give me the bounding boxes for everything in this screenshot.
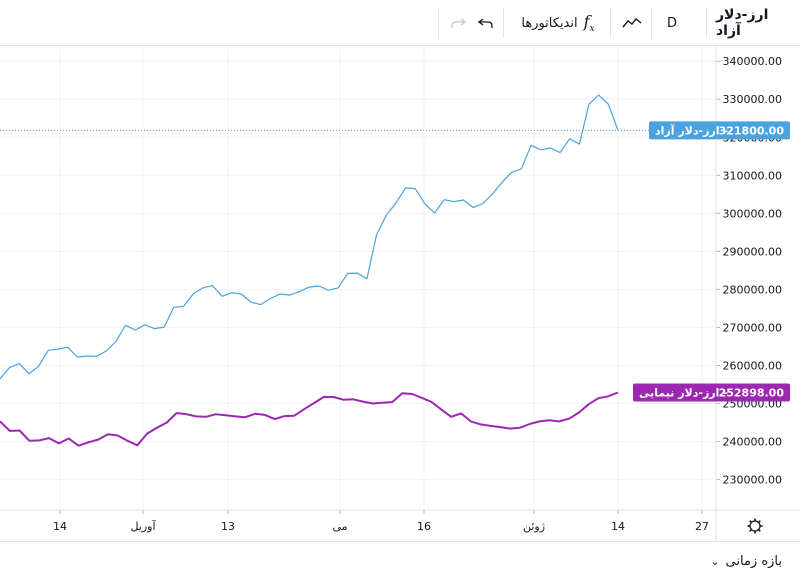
x-tick-label: آوریل [130,519,156,533]
y-tick-label: 230000.00 [723,474,783,487]
series-name-label: ارز-دلار آزاد - [655,123,728,137]
divider [610,8,611,38]
y-tick-label: 310000.00 [723,169,783,182]
y-tick-label: 300000.00 [723,207,783,220]
line-chart-icon [622,18,642,28]
chart-area[interactable]: 230000.00 240000.00 250000.00 260000.00 2700… [0,46,800,541]
divider [503,8,504,38]
chart-toolbar: ارز-دلار آزاد D اندیکاتورها fx [0,0,800,46]
y-tick-label: 270000.00 [723,321,783,334]
series-line-nima-dollar [0,391,619,447]
x-tick-label: 14 [53,520,67,533]
x-tick-label: 13 [221,520,235,533]
gear-icon[interactable] [749,520,761,532]
series-line-free-dollar [0,94,619,380]
y-tick-label: 240000.00 [723,436,783,449]
indicators-label: اندیکاتورها [521,15,578,31]
last-value-label: 252898.00 [719,386,785,399]
series-name-label: ارز-دلار نیمایی - [639,386,728,399]
x-tick-label: 14 [611,520,625,533]
undo-icon [478,18,493,28]
time-range-selector[interactable]: ⌄ بازه زمانی [710,542,782,580]
y-tick-label: 260000.00 [723,359,783,372]
interval-button[interactable]: D [666,15,677,31]
redo-icon [451,18,466,28]
x-tick-label: 27 [695,520,709,533]
x-tick-label: می [332,520,347,533]
gear-tooth [757,528,761,532]
function-fx-icon: fx [583,11,595,35]
symbol-title[interactable]: ارز-دلار آزاد [716,7,769,39]
gear-tooth [757,520,761,524]
divider [651,8,652,38]
indicators-button[interactable]: اندیکاتورها fx [512,0,604,46]
last-value-badge [633,383,790,402]
gear-tooth [749,520,753,524]
y-tick-label: 330000.00 [723,93,783,106]
y-tick-label: 280000.00 [723,283,783,296]
y-tick-label: 340000.00 [723,55,783,68]
gear-tooth [749,528,753,532]
divider [438,8,439,38]
time-range-label: بازه زمانی [725,553,782,569]
bottom-bar: ⌄ بازه زمانی [0,541,800,580]
y-tick-label: 290000.00 [723,245,783,258]
x-tick-label: 16 [417,520,431,533]
chart-style-button[interactable] [618,0,646,46]
last-value-label: 321800.00 [719,124,785,137]
chevron-down-icon: ⌄ [710,554,720,568]
last-value-badge [649,121,790,140]
divider [706,8,707,38]
price-chart[interactable]: 230000.00240000.00250000.00260000.002700… [0,46,800,541]
x-tick-label: ژوئن [523,520,545,533]
redo-button[interactable] [445,0,471,46]
undo-button[interactable] [473,0,499,46]
